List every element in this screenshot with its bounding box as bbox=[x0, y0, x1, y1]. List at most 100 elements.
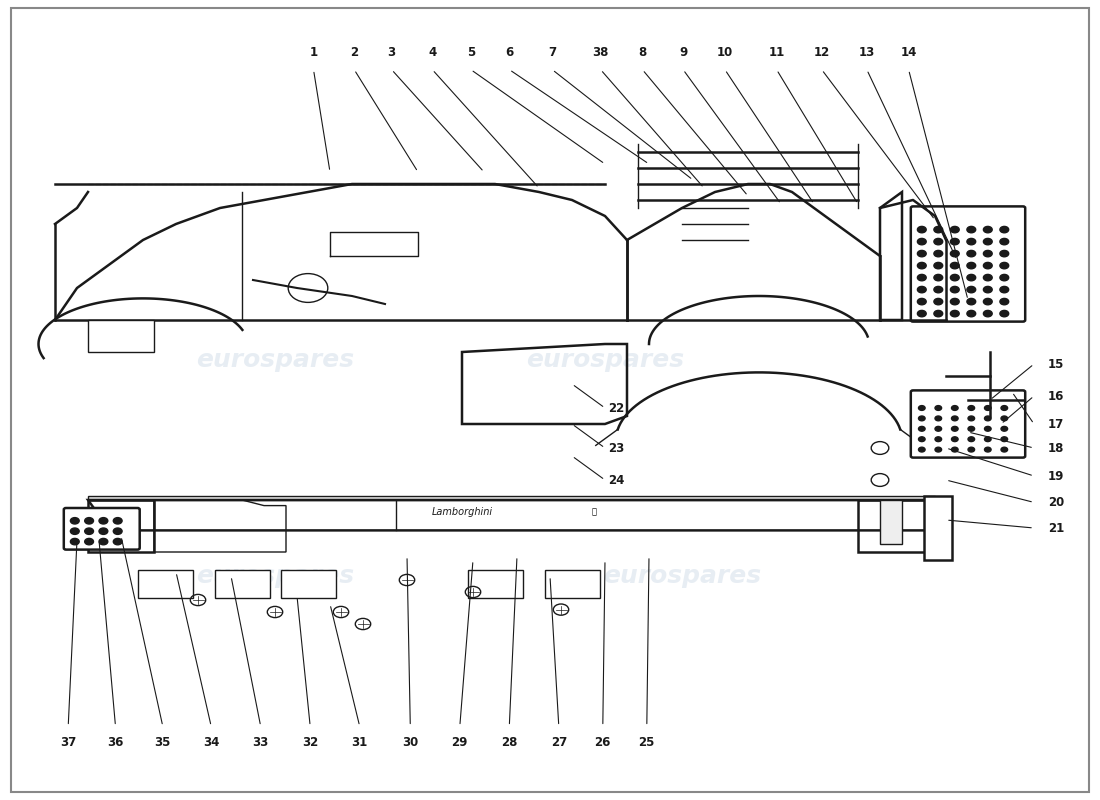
Circle shape bbox=[983, 310, 992, 317]
Circle shape bbox=[952, 406, 958, 410]
Circle shape bbox=[968, 437, 975, 442]
Bar bbox=[544, 570, 600, 598]
Text: 19: 19 bbox=[1048, 470, 1064, 482]
Text: 22: 22 bbox=[608, 402, 624, 414]
Circle shape bbox=[1000, 238, 1009, 245]
Circle shape bbox=[950, 298, 959, 305]
Circle shape bbox=[984, 406, 991, 410]
Text: 18: 18 bbox=[1048, 442, 1064, 454]
Circle shape bbox=[1001, 406, 1008, 410]
Text: eurospares: eurospares bbox=[196, 564, 354, 588]
Circle shape bbox=[968, 416, 975, 421]
Bar bbox=[924, 496, 952, 560]
Circle shape bbox=[70, 528, 79, 534]
Circle shape bbox=[1001, 426, 1008, 431]
Circle shape bbox=[950, 310, 959, 317]
Circle shape bbox=[1000, 310, 1009, 317]
Circle shape bbox=[1000, 262, 1009, 269]
Text: 13: 13 bbox=[859, 46, 874, 58]
Text: 1: 1 bbox=[309, 46, 318, 58]
Circle shape bbox=[1000, 226, 1009, 233]
Text: 31: 31 bbox=[352, 736, 367, 749]
Circle shape bbox=[917, 310, 926, 317]
Text: 23: 23 bbox=[608, 442, 624, 454]
Circle shape bbox=[950, 286, 959, 293]
Circle shape bbox=[983, 262, 992, 269]
Circle shape bbox=[1000, 250, 1009, 257]
Polygon shape bbox=[880, 500, 902, 544]
Circle shape bbox=[950, 238, 959, 245]
Circle shape bbox=[968, 426, 975, 431]
Circle shape bbox=[950, 226, 959, 233]
Text: 16: 16 bbox=[1048, 390, 1064, 402]
Text: 4: 4 bbox=[428, 46, 437, 58]
FancyBboxPatch shape bbox=[64, 508, 140, 550]
Circle shape bbox=[918, 447, 925, 452]
Text: 5: 5 bbox=[466, 46, 475, 58]
Circle shape bbox=[935, 437, 942, 442]
Text: 27: 27 bbox=[551, 736, 566, 749]
FancyBboxPatch shape bbox=[911, 206, 1025, 322]
Circle shape bbox=[984, 426, 991, 431]
Circle shape bbox=[968, 406, 975, 410]
Circle shape bbox=[968, 447, 975, 452]
Circle shape bbox=[967, 310, 976, 317]
Circle shape bbox=[967, 238, 976, 245]
Circle shape bbox=[1001, 447, 1008, 452]
Bar bbox=[214, 570, 270, 598]
Circle shape bbox=[983, 286, 992, 293]
Circle shape bbox=[1001, 437, 1008, 442]
Circle shape bbox=[99, 518, 108, 524]
Circle shape bbox=[935, 416, 942, 421]
Circle shape bbox=[967, 262, 976, 269]
Text: 32: 32 bbox=[302, 736, 318, 749]
Circle shape bbox=[983, 226, 992, 233]
Circle shape bbox=[983, 250, 992, 257]
Text: 21: 21 bbox=[1048, 522, 1064, 534]
Text: 7: 7 bbox=[548, 46, 557, 58]
Circle shape bbox=[918, 416, 925, 421]
Circle shape bbox=[85, 528, 94, 534]
Text: 25: 25 bbox=[639, 736, 654, 749]
Circle shape bbox=[984, 437, 991, 442]
Circle shape bbox=[952, 437, 958, 442]
Circle shape bbox=[85, 538, 94, 545]
Text: 11: 11 bbox=[769, 46, 784, 58]
Circle shape bbox=[917, 238, 926, 245]
Circle shape bbox=[967, 298, 976, 305]
Circle shape bbox=[935, 406, 942, 410]
Text: 38: 38 bbox=[593, 46, 608, 58]
Circle shape bbox=[934, 274, 943, 281]
Circle shape bbox=[984, 447, 991, 452]
Text: 🐂: 🐂 bbox=[592, 507, 596, 517]
Circle shape bbox=[917, 298, 926, 305]
Circle shape bbox=[950, 250, 959, 257]
Text: 3: 3 bbox=[387, 46, 396, 58]
Text: 17: 17 bbox=[1048, 418, 1064, 430]
Circle shape bbox=[934, 238, 943, 245]
Circle shape bbox=[113, 538, 122, 545]
Circle shape bbox=[934, 286, 943, 293]
Text: 10: 10 bbox=[717, 46, 733, 58]
Circle shape bbox=[967, 274, 976, 281]
Circle shape bbox=[70, 518, 79, 524]
Text: 15: 15 bbox=[1048, 358, 1064, 370]
Bar bbox=[280, 570, 336, 598]
Circle shape bbox=[1000, 274, 1009, 281]
Circle shape bbox=[934, 310, 943, 317]
Circle shape bbox=[950, 274, 959, 281]
Circle shape bbox=[70, 538, 79, 545]
Circle shape bbox=[934, 226, 943, 233]
Text: 20: 20 bbox=[1048, 496, 1064, 509]
Circle shape bbox=[99, 528, 108, 534]
Text: 8: 8 bbox=[638, 46, 647, 58]
Circle shape bbox=[917, 262, 926, 269]
Circle shape bbox=[983, 238, 992, 245]
Circle shape bbox=[952, 426, 958, 431]
Circle shape bbox=[950, 262, 959, 269]
Circle shape bbox=[99, 538, 108, 545]
Circle shape bbox=[934, 298, 943, 305]
Circle shape bbox=[935, 447, 942, 452]
Circle shape bbox=[1001, 416, 1008, 421]
Circle shape bbox=[918, 406, 925, 410]
